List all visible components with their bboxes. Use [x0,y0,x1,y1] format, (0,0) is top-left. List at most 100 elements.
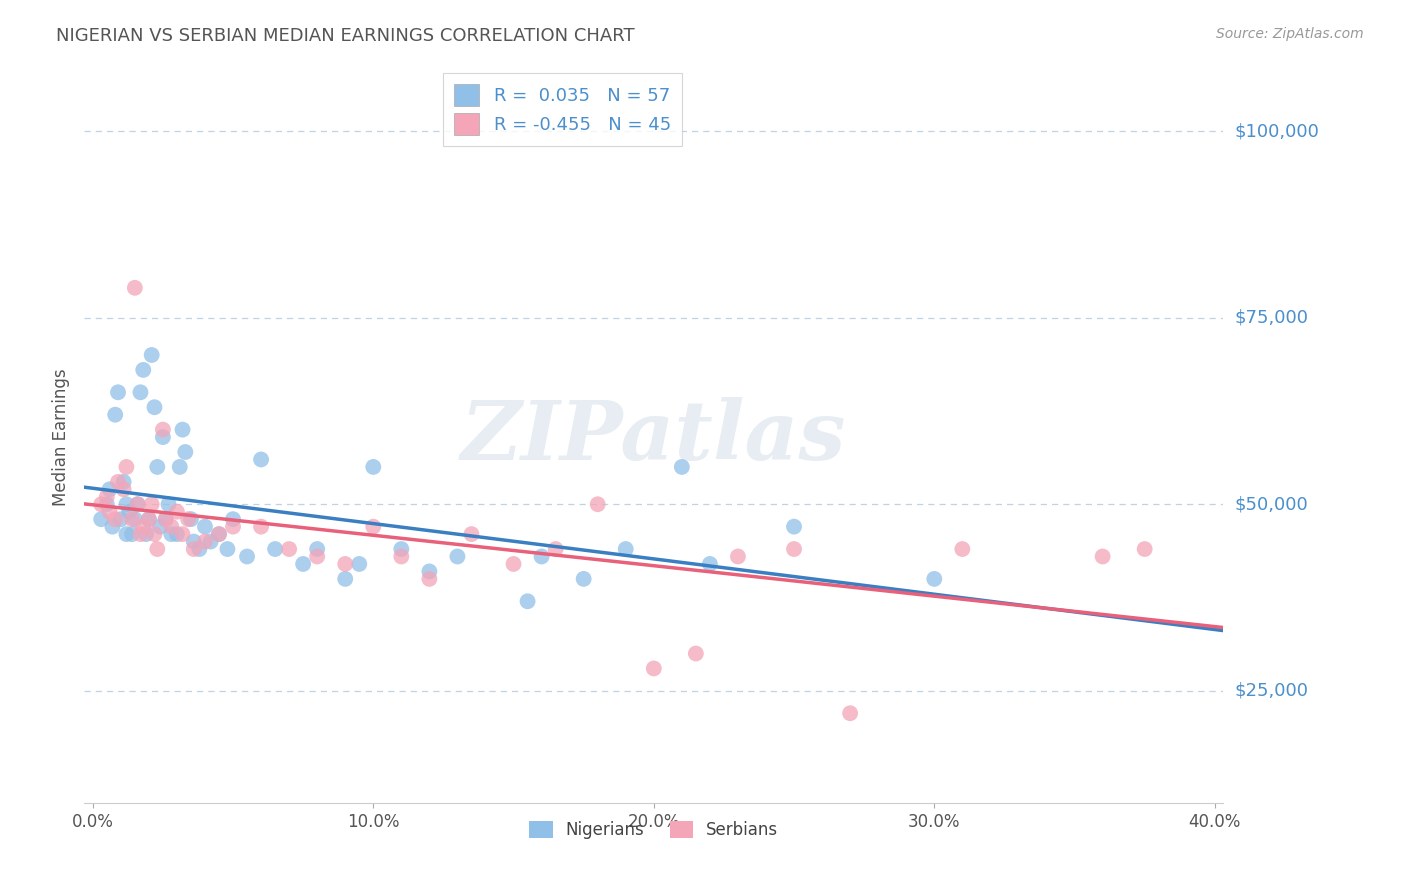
Text: $75,000: $75,000 [1234,309,1309,326]
Point [172,423,194,437]
Point [200,534,222,549]
Point [121,527,143,541]
Point [172,527,194,541]
Point [335,557,357,571]
Point [530,549,553,564]
Point [586,497,609,511]
Point [124,512,146,526]
Point [250,452,273,467]
Point [141,348,163,362]
Point [685,647,707,661]
Point [361,519,384,533]
Point [98,505,121,519]
Point [544,542,567,557]
Point [96,497,118,511]
Text: $100,000: $100,000 [1234,122,1319,140]
Point [671,459,693,474]
Text: ZIPatlas: ZIPatlas [461,397,846,477]
Point [101,519,124,533]
Point [418,565,440,579]
Point [1091,549,1114,564]
Point [292,557,315,571]
Point [146,542,169,557]
Point [183,542,205,557]
Point [950,542,973,557]
Point [783,519,806,533]
Point [90,497,112,511]
Point [132,363,155,377]
Point [169,459,191,474]
Point [217,542,239,557]
Point [98,483,121,497]
Point [124,281,146,295]
Text: $50,000: $50,000 [1234,495,1308,513]
Point [194,519,217,533]
Point [104,408,127,422]
Point [783,542,806,557]
Point [166,527,188,541]
Point [335,572,357,586]
Point [107,475,129,489]
Point [208,527,231,541]
Point [160,519,183,533]
Legend: Nigerians, Serbians: Nigerians, Serbians [523,814,785,846]
Point [264,542,287,557]
Point [141,497,163,511]
Point [135,527,157,541]
Point [250,519,273,533]
Point [107,385,129,400]
Point [157,497,180,511]
Point [121,512,143,526]
Point [115,497,138,511]
Point [152,423,174,437]
Point [446,549,468,564]
Point [361,459,384,474]
Point [614,542,637,557]
Point [155,512,177,526]
Y-axis label: Median Earnings: Median Earnings [52,368,70,506]
Point [96,490,118,504]
Point [177,512,200,526]
Point [118,505,141,519]
Point [349,557,371,571]
Point [727,549,749,564]
Point [129,385,152,400]
Point [572,572,595,586]
Point [236,549,259,564]
Text: Source: ZipAtlas.com: Source: ZipAtlas.com [1216,27,1364,41]
Point [112,483,135,497]
Point [160,527,183,541]
Point [924,572,946,586]
Point [222,519,245,533]
Point [460,527,482,541]
Text: NIGERIAN VS SERBIAN MEDIAN EARNINGS CORRELATION CHART: NIGERIAN VS SERBIAN MEDIAN EARNINGS CORR… [56,27,636,45]
Point [90,512,112,526]
Point [389,549,412,564]
Point [516,594,538,608]
Point [278,542,301,557]
Point [174,445,197,459]
Point [132,519,155,533]
Point [183,534,205,549]
Point [112,475,135,489]
Point [129,527,152,541]
Point [188,542,211,557]
Point [418,572,440,586]
Point [146,459,169,474]
Point [643,661,665,675]
Point [180,512,202,526]
Text: $25,000: $25,000 [1234,681,1309,700]
Point [307,549,329,564]
Point [1133,542,1156,557]
Point [155,512,177,526]
Point [839,706,862,721]
Point [194,534,217,549]
Point [127,497,149,511]
Point [152,430,174,444]
Point [143,527,166,541]
Point [149,519,172,533]
Point [115,527,138,541]
Point [307,542,329,557]
Point [110,512,132,526]
Point [502,557,524,571]
